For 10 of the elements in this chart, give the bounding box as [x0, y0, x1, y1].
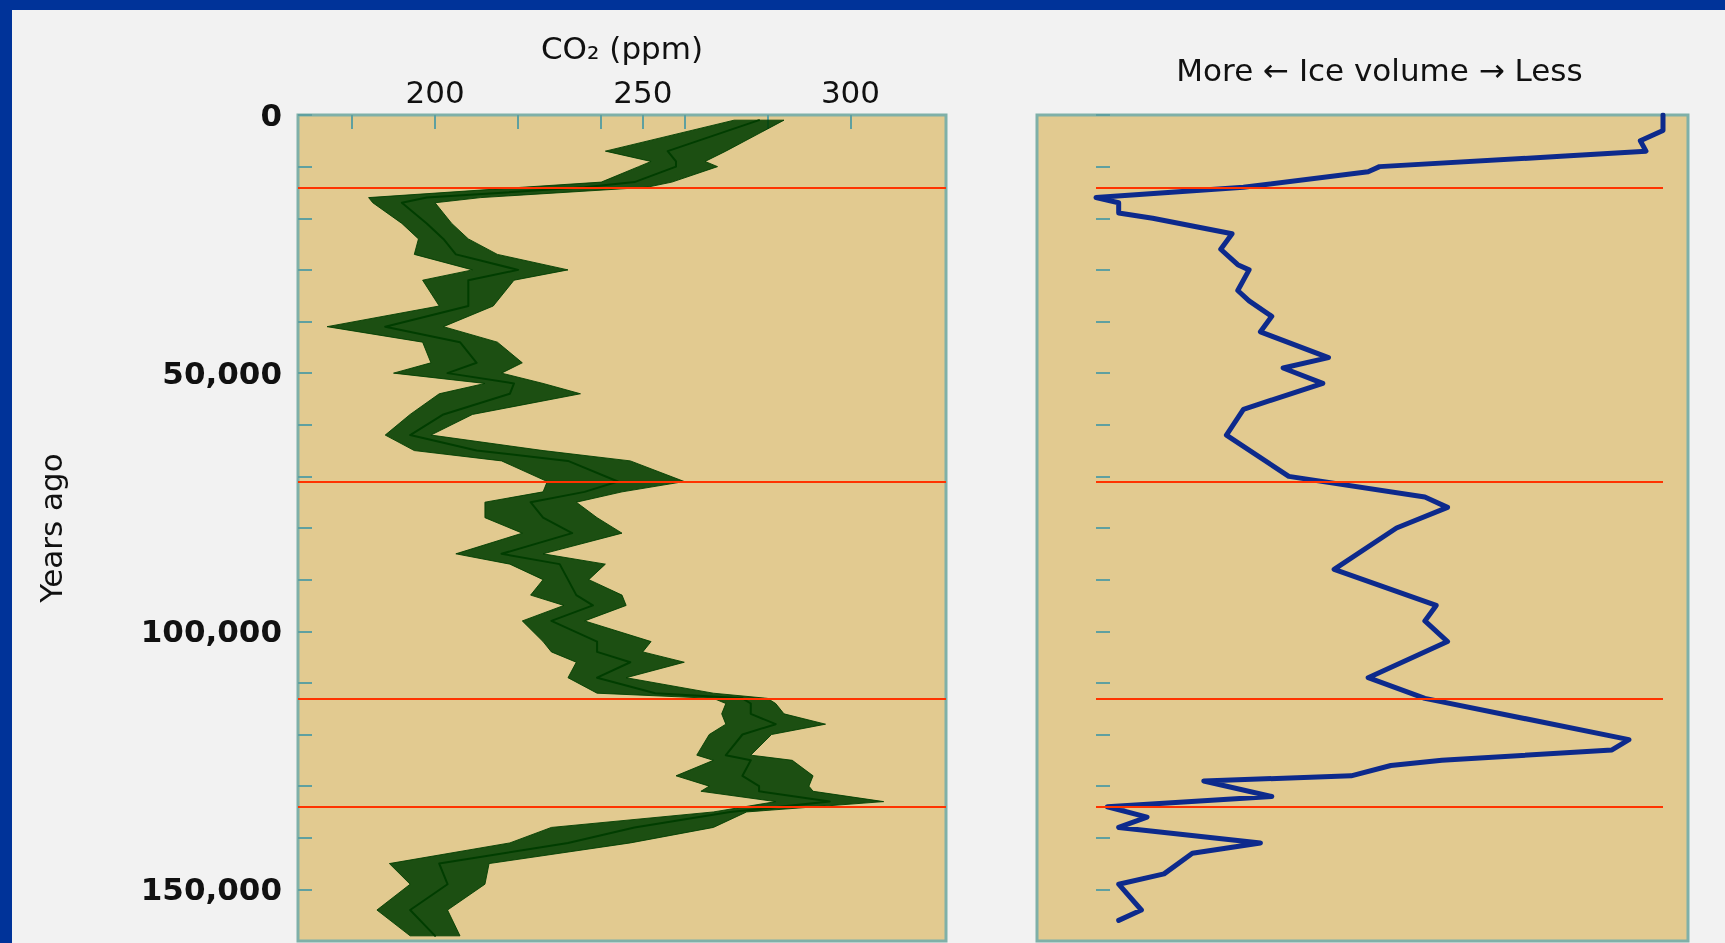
y-tick-label: 50,000	[162, 355, 282, 392]
x-axis-title: More ← Ice volume → Less	[1176, 51, 1583, 88]
y-tick-label: 100,000	[140, 613, 282, 650]
x-tick-label: 200	[405, 73, 465, 110]
y-tick-label: 150,000	[140, 871, 282, 908]
y-axis-title: Years ago	[32, 453, 69, 604]
x-axis-title: CO₂ (ppm)	[540, 29, 704, 66]
x-tick-label: 300	[820, 73, 881, 110]
y-tick-label: 0	[260, 97, 282, 133]
x-tick-label: 250	[613, 73, 673, 110]
